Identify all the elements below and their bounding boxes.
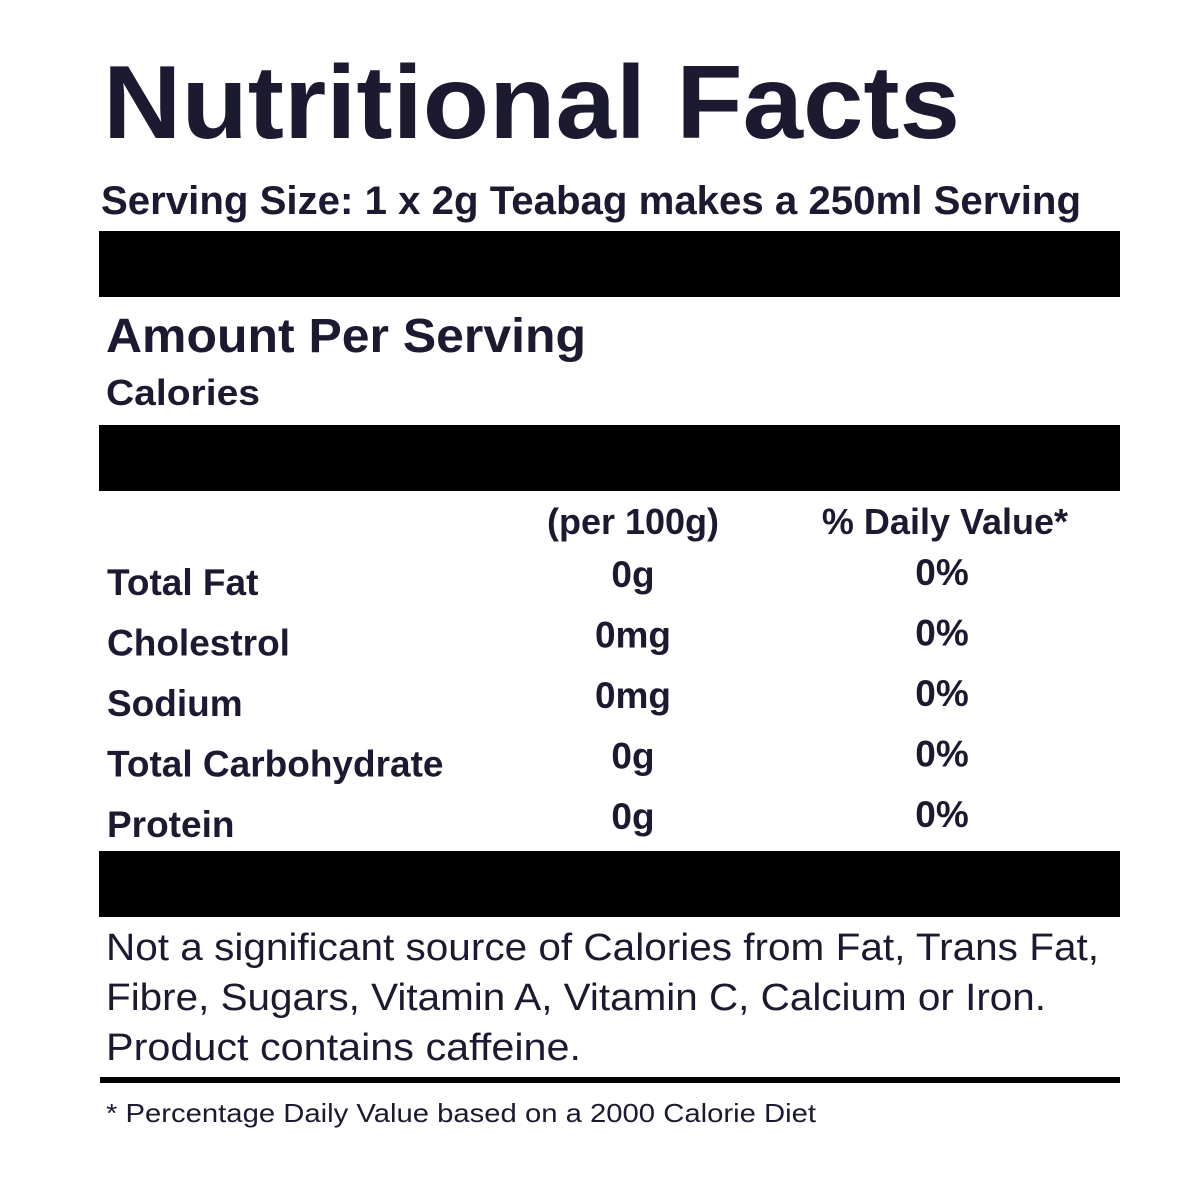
nutrient-amount: 0mg <box>595 675 671 716</box>
daily-value: 0% <box>915 552 968 593</box>
nutrient-amount: 0g <box>611 554 654 595</box>
daily-value: 0% <box>915 613 968 654</box>
column-header: % Daily Value* <box>822 501 1068 542</box>
nutrient-label: Sodium <box>107 683 243 724</box>
footnote: * Percentage Daily Value based on a 2000… <box>106 1098 817 1128</box>
rule <box>100 1077 1120 1083</box>
title: Nutritional Facts <box>103 45 960 161</box>
divider-bar <box>99 425 1120 491</box>
note-line: Fibre, Sugars, Vitamin A, Vitamin C, Cal… <box>106 977 1046 1019</box>
divider-bar <box>99 231 1120 297</box>
nutrient-label: Total Fat <box>107 562 258 603</box>
nutrient-label: Protein <box>107 804 234 845</box>
column-header: (per 100g) <box>547 501 719 542</box>
serving-size: Serving Size: 1 x 2g Teabag makes a 250m… <box>101 179 1081 223</box>
calories-label: Calories <box>106 372 260 413</box>
nutrient-amount: 0mg <box>595 615 671 656</box>
daily-value: 0% <box>915 673 968 714</box>
nutrient-label: Cholestrol <box>107 623 290 664</box>
note-line: Product contains caffeine. <box>106 1027 581 1069</box>
nutrient-amount: 0g <box>611 796 654 837</box>
nutrient-label: Total Carbohydrate <box>107 744 443 785</box>
nutrient-amount: 0g <box>611 736 654 777</box>
daily-value: 0% <box>915 734 968 775</box>
note-line: Not a significant source of Calories fro… <box>106 927 1099 969</box>
divider-bar <box>99 851 1120 917</box>
daily-value: 0% <box>915 794 968 835</box>
amount-heading: Amount Per Serving <box>106 310 586 363</box>
